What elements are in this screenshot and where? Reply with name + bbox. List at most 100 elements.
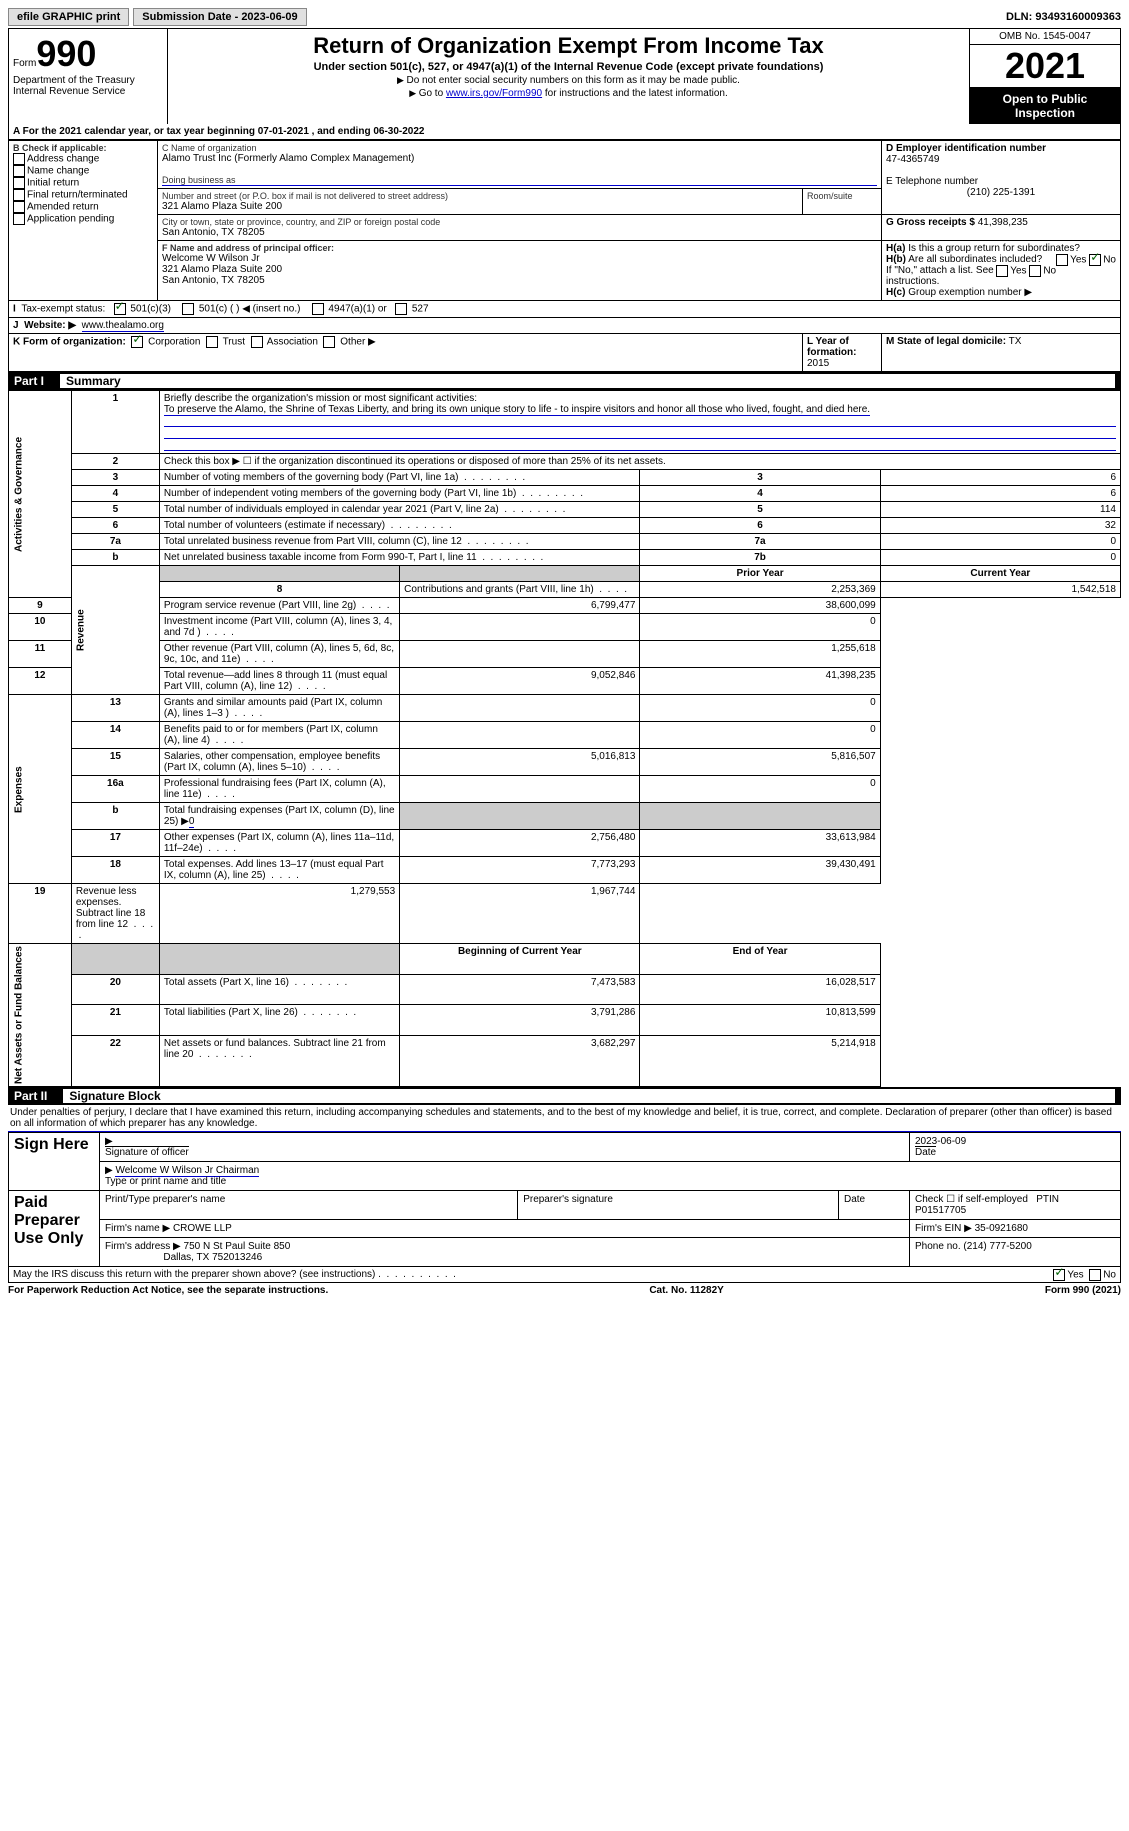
line-12: Total revenue—add lines 8 through 11 (mu… bbox=[159, 668, 399, 695]
line-5-num: 5 bbox=[71, 502, 159, 518]
line-2: Check this box ▶ ☐ if the organization d… bbox=[159, 454, 1120, 470]
box-c-addr: Number and street (or P.O. box if mail i… bbox=[158, 189, 803, 215]
line-b-box: 7b bbox=[640, 550, 880, 566]
line-10-current: 0 bbox=[640, 614, 880, 641]
summary-table: Activities & Governance 1 Briefly descri… bbox=[8, 390, 1121, 1087]
line-5-val: 114 bbox=[880, 502, 1120, 518]
opt-app-pending[interactable]: Application pending bbox=[13, 213, 153, 225]
form-title: Return of Organization Exempt From Incom… bbox=[172, 33, 965, 59]
line-18-current: 39,430,491 bbox=[640, 857, 880, 884]
line-12-num: 12 bbox=[9, 668, 72, 695]
opt-4947[interactable] bbox=[312, 303, 324, 315]
website-note: Go to www.irs.gov/Form990 for instructio… bbox=[172, 88, 965, 99]
opt-final-return[interactable]: Final return/terminated bbox=[13, 189, 153, 201]
line-14-prior bbox=[400, 722, 640, 749]
line-14-current: 0 bbox=[640, 722, 880, 749]
paperwork-notice: For Paperwork Reduction Act Notice, see … bbox=[8, 1285, 328, 1296]
line-6: Total number of volunteers (estimate if … bbox=[159, 518, 640, 534]
open-public: Open to Public Inspection bbox=[970, 88, 1120, 124]
line-7a-num: 7a bbox=[71, 534, 159, 550]
officer-name-row: ▶ Welcome W Wilson Jr Chairman Type or p… bbox=[100, 1162, 1121, 1191]
goto-post: for instructions and the latest informat… bbox=[542, 88, 728, 99]
line-1: Briefly describe the organization's miss… bbox=[159, 391, 1120, 454]
org-name: Alamo Trust Inc (Formerly Alamo Complex … bbox=[162, 153, 877, 164]
line-9-num: 9 bbox=[9, 598, 72, 614]
part-1-title: Summary bbox=[60, 374, 1115, 388]
line-21-num: 21 bbox=[71, 1005, 159, 1036]
firm-name-label: Firm's name ▶ bbox=[105, 1223, 170, 1234]
opt-501c3[interactable] bbox=[114, 303, 126, 315]
discuss-text: May the IRS discuss this return with the… bbox=[13, 1269, 375, 1280]
room-label: Room/suite bbox=[807, 191, 877, 201]
box-e-label: E Telephone number bbox=[886, 176, 1116, 187]
opt-amended[interactable]: Amended return bbox=[13, 201, 153, 213]
line-16a-prior bbox=[400, 776, 640, 803]
website-label: Website: ▶ bbox=[24, 320, 76, 331]
irs-link[interactable]: www.irs.gov/Form990 bbox=[446, 88, 542, 99]
firm-ein: 35-0921680 bbox=[975, 1223, 1028, 1234]
perjury-text: Under penalties of perjury, I declare th… bbox=[8, 1105, 1121, 1132]
dba-label: Doing business as bbox=[162, 175, 877, 186]
discuss-yes[interactable] bbox=[1053, 1269, 1065, 1281]
line-16b-num: b bbox=[71, 803, 159, 830]
opt-527[interactable] bbox=[395, 303, 407, 315]
header-right: OMB No. 1545-0047 2021 Open to Public In… bbox=[969, 29, 1120, 124]
line-14-num: 14 bbox=[71, 722, 159, 749]
box-g-label: G Gross receipts $ bbox=[886, 217, 975, 228]
self-emp[interactable]: Check ☐ if self-employed bbox=[915, 1194, 1028, 1205]
line-22-beg: 3,682,297 bbox=[400, 1035, 640, 1087]
part-1-header: Part I Summary bbox=[8, 372, 1121, 390]
row-a-pre: For the 2021 calendar year, or tax year … bbox=[23, 126, 258, 137]
line-10-prior bbox=[400, 614, 640, 641]
row-a-date1: 07-01-2021 bbox=[258, 126, 309, 137]
part-1-num: Part I bbox=[14, 374, 44, 388]
opt-corp[interactable] bbox=[131, 336, 143, 348]
opt-initial-return[interactable]: Initial return bbox=[13, 177, 153, 189]
dln: DLN: 93493160009363 bbox=[1006, 11, 1121, 23]
line-7a-box: 7a bbox=[640, 534, 880, 550]
opt-assoc[interactable] bbox=[251, 336, 263, 348]
line-14: Benefits paid to or for members (Part IX… bbox=[159, 722, 399, 749]
firm-name-row: Firm's name ▶ CROWE LLP bbox=[100, 1220, 910, 1238]
line-8-current: 1,542,518 bbox=[880, 582, 1120, 598]
opt-trust[interactable] bbox=[206, 336, 218, 348]
firm-phone-cell: Phone no. (214) 777-5200 bbox=[910, 1238, 1121, 1267]
firm-addr-row: Firm's address ▶ 750 N St Paul Suite 850… bbox=[100, 1238, 910, 1267]
line-22-end: 5,214,918 bbox=[640, 1035, 880, 1087]
firm-addr-label: Firm's address ▶ bbox=[105, 1241, 181, 1252]
firm-addr2: Dallas, TX 752013246 bbox=[163, 1252, 262, 1263]
part-2-header: Part II Signature Block bbox=[8, 1087, 1121, 1105]
line-10: Investment income (Part VIII, column (A)… bbox=[159, 614, 399, 641]
cat-no: Cat. No. 11282Y bbox=[649, 1285, 723, 1296]
discuss-no[interactable] bbox=[1089, 1269, 1101, 1281]
prep-name-label: Print/Type preparer's name bbox=[100, 1191, 518, 1220]
form-page: Form 990 (2021) bbox=[1045, 1285, 1121, 1296]
opt-501c[interactable] bbox=[182, 303, 194, 315]
ptin-label: PTIN bbox=[1036, 1194, 1059, 1205]
col-prior: Prior Year bbox=[640, 566, 880, 582]
efile-button[interactable]: efile GRAPHIC print bbox=[8, 8, 129, 26]
col-beginning: Beginning of Current Year bbox=[400, 944, 640, 975]
officer-addr1: 321 Alamo Plaza Suite 200 bbox=[162, 264, 877, 275]
row-a-date2: 06-30-2022 bbox=[373, 126, 424, 137]
opt-address-change[interactable]: Address change bbox=[13, 153, 153, 165]
line-3-num: 3 bbox=[71, 470, 159, 486]
opt-name-change[interactable]: Name change bbox=[13, 165, 153, 177]
addr-label: Number and street (or P.O. box if mail i… bbox=[162, 191, 798, 201]
dept-treasury: Department of the Treasury bbox=[13, 75, 163, 86]
mission-text: To preserve the Alamo, the Shrine of Tex… bbox=[164, 404, 870, 416]
line-6-box: 6 bbox=[640, 518, 880, 534]
website-url[interactable]: www.thealamo.org bbox=[82, 320, 164, 332]
line-13-current: 0 bbox=[640, 695, 880, 722]
dept-irs: Internal Revenue Service bbox=[13, 86, 163, 97]
line-3-box: 3 bbox=[640, 470, 880, 486]
opt-other[interactable] bbox=[323, 336, 335, 348]
line-6-num: 6 bbox=[71, 518, 159, 534]
officer-addr2: San Antonio, TX 78205 bbox=[162, 275, 877, 286]
tax-year: 2021 bbox=[970, 45, 1120, 88]
line-22: Net assets or fund balances. Subtract li… bbox=[159, 1035, 399, 1087]
row-a-mid: , and ending bbox=[309, 126, 373, 137]
line-5-box: 5 bbox=[640, 502, 880, 518]
part-2-title: Signature Block bbox=[63, 1089, 1115, 1103]
line-12-prior: 9,052,846 bbox=[400, 668, 640, 695]
